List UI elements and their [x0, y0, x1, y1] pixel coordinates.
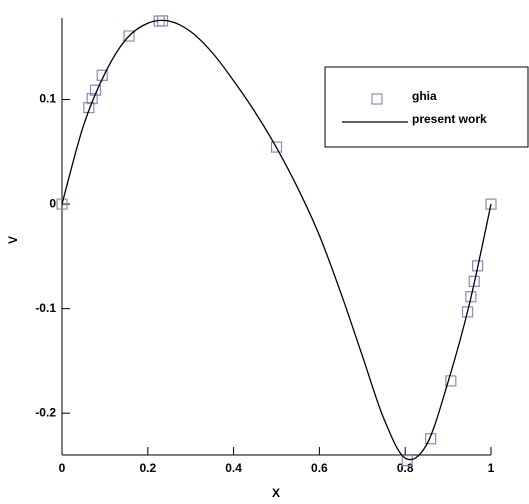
marker: [485, 198, 497, 210]
line: [61, 19, 492, 461]
legend-label: ghia: [412, 89, 437, 103]
x-tick-label: 0.4: [225, 461, 242, 475]
x-tick-label: 0: [59, 461, 66, 475]
marker: [425, 433, 437, 445]
y-tick-label: -0.1: [35, 301, 56, 315]
marker: [468, 275, 480, 287]
marker: [56, 198, 68, 210]
x-tick-label: 0.6: [311, 461, 328, 475]
legend-box: [324, 66, 529, 148]
x-tick-label: 0.2: [139, 461, 156, 475]
marker: [83, 101, 95, 114]
marker: [472, 260, 484, 272]
x-axis-label: X: [272, 486, 280, 500]
marker: [270, 141, 283, 153]
x-tick-label: 0.8: [397, 461, 414, 475]
marker: [461, 306, 474, 318]
x-tick-label: 1: [488, 461, 495, 475]
legend-label: present work: [412, 112, 487, 126]
legend-marker: [371, 93, 383, 105]
y-tick-label: 0.1: [39, 92, 56, 106]
y-axis-label: V: [6, 236, 20, 244]
marker: [86, 92, 98, 105]
marker: [123, 30, 135, 42]
y-tick-label: 0: [49, 196, 56, 210]
marker: [445, 375, 457, 387]
marker: [401, 454, 413, 467]
y-tick-label: -0.2: [35, 405, 56, 419]
marker: [465, 291, 477, 303]
